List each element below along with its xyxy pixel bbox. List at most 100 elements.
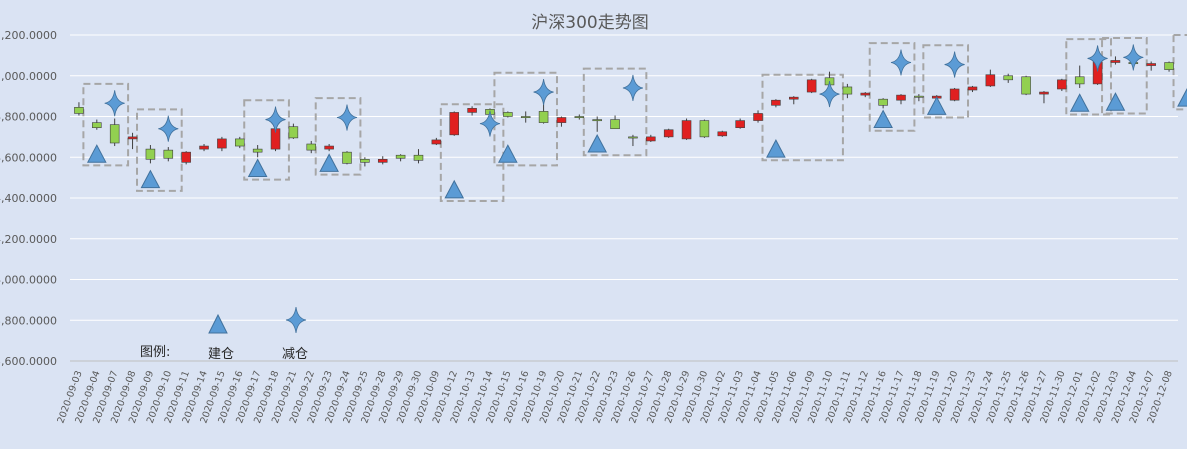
buy-triangle-icon	[498, 144, 518, 163]
highlight-box	[1172, 34, 1187, 111]
candle-body	[306, 143, 317, 151]
legend-title: 图例:	[140, 345, 170, 360]
candle-body	[949, 88, 960, 101]
x-axis-ticks: 2020-09-032020-09-042020-09-072020-09-08…	[56, 369, 1175, 425]
candle-body	[1039, 91, 1049, 95]
y-tick-label: 4,400.0000	[0, 192, 57, 205]
candle-body	[360, 158, 370, 163]
buy-triangle-icon	[140, 169, 161, 189]
highlight-box	[243, 99, 290, 181]
y-tick-label: 3,800.0000	[0, 314, 57, 327]
candle-body	[217, 138, 227, 149]
candle-body	[771, 99, 781, 106]
candle-body	[860, 92, 871, 96]
candle-body	[395, 154, 406, 159]
highlight-box	[868, 42, 916, 132]
candle-body	[199, 145, 209, 150]
candle-body	[914, 95, 924, 98]
legend-sell-star-icon	[285, 306, 307, 334]
candle-body	[1146, 63, 1156, 66]
candle-body	[503, 112, 513, 117]
candle-body	[806, 79, 817, 93]
candle-body	[753, 113, 763, 121]
sell-star-icon	[622, 74, 644, 102]
y-tick-label: 3,600.0000	[0, 355, 57, 368]
buy-triangle-icon	[873, 109, 893, 129]
candle-body	[92, 122, 102, 129]
highlight-box	[582, 67, 648, 157]
candle-body	[127, 136, 138, 140]
y-tick-label: 4,000.0000	[0, 274, 57, 287]
sell-star-icon	[1087, 45, 1108, 72]
candle-body	[145, 148, 156, 160]
candle-body	[252, 148, 263, 153]
candle-body	[342, 151, 352, 164]
candle-body	[181, 151, 191, 163]
candles	[74, 56, 1174, 167]
sell-star-icon	[1123, 44, 1144, 71]
legend-buy-triangle-icon	[208, 313, 228, 334]
y-tick-label: 5,200.0000	[0, 29, 57, 42]
candle-body	[109, 124, 120, 144]
candle-body	[967, 86, 978, 91]
candle-body	[556, 117, 567, 123]
sell-star-icon	[944, 51, 965, 78]
sell-star-icon	[479, 110, 501, 137]
trade-markers	[86, 44, 1187, 199]
candle-body	[413, 154, 424, 161]
sell-star-icon	[819, 81, 840, 108]
candle-body	[735, 120, 745, 129]
candle-body	[878, 98, 888, 106]
highlight-box	[922, 44, 970, 119]
highlight-box	[1065, 38, 1112, 116]
candle-body	[467, 108, 477, 113]
candle-body	[681, 120, 692, 140]
buy-triangle-icon	[86, 144, 107, 163]
candle-body	[538, 111, 549, 123]
y-tick-label: 5,000.0000	[0, 70, 57, 83]
sell-star-icon	[104, 90, 125, 117]
sell-star-icon	[533, 78, 554, 106]
candle-body	[717, 131, 728, 137]
buy-triangle-icon	[587, 133, 608, 153]
chart-title: 沪深300走势图	[531, 13, 648, 33]
y-axis-ticks: 5,200.0000 5,000.0000 4,800.0000 4,600.0000…	[0, 29, 57, 368]
candle-body	[592, 119, 602, 122]
candle-body	[1057, 79, 1067, 90]
candle-body	[628, 136, 638, 139]
candle-body	[288, 126, 299, 139]
sell-star-icon	[265, 106, 286, 133]
candle-body	[896, 94, 906, 101]
highlight-box	[493, 71, 558, 167]
candle-body	[74, 107, 84, 114]
candle-body	[646, 136, 656, 142]
candle-body	[985, 74, 996, 87]
legend: 图例: 建仓 减仓	[140, 306, 308, 362]
candle-body	[574, 116, 585, 119]
candle-body	[163, 149, 174, 159]
highlight-box	[136, 108, 183, 192]
highlight-box	[314, 97, 362, 176]
highlight-box	[82, 82, 130, 167]
candle-body	[663, 129, 674, 138]
buy-triangle-icon	[247, 158, 268, 177]
candle-body	[324, 145, 334, 150]
buy-triangle-icon	[1105, 92, 1126, 111]
sell-star-icon	[890, 49, 912, 76]
y-tick-label: 4,600.0000	[0, 151, 57, 164]
candle-body	[431, 139, 442, 145]
y-tick-label: 4,800.0000	[0, 111, 57, 124]
candle-body	[449, 112, 459, 136]
candle-body	[1074, 76, 1085, 85]
candle-body	[842, 86, 853, 95]
buy-triangle-icon	[444, 179, 465, 199]
candle-body	[1003, 75, 1013, 81]
candle-body	[1110, 60, 1121, 63]
buy-triangle-icon	[1069, 93, 1090, 112]
sell-star-icon	[158, 115, 179, 142]
candle-body	[377, 158, 388, 163]
legend-sell-label: 减仓	[282, 347, 308, 362]
candle-body	[1164, 62, 1174, 70]
candle-body	[1021, 76, 1031, 95]
